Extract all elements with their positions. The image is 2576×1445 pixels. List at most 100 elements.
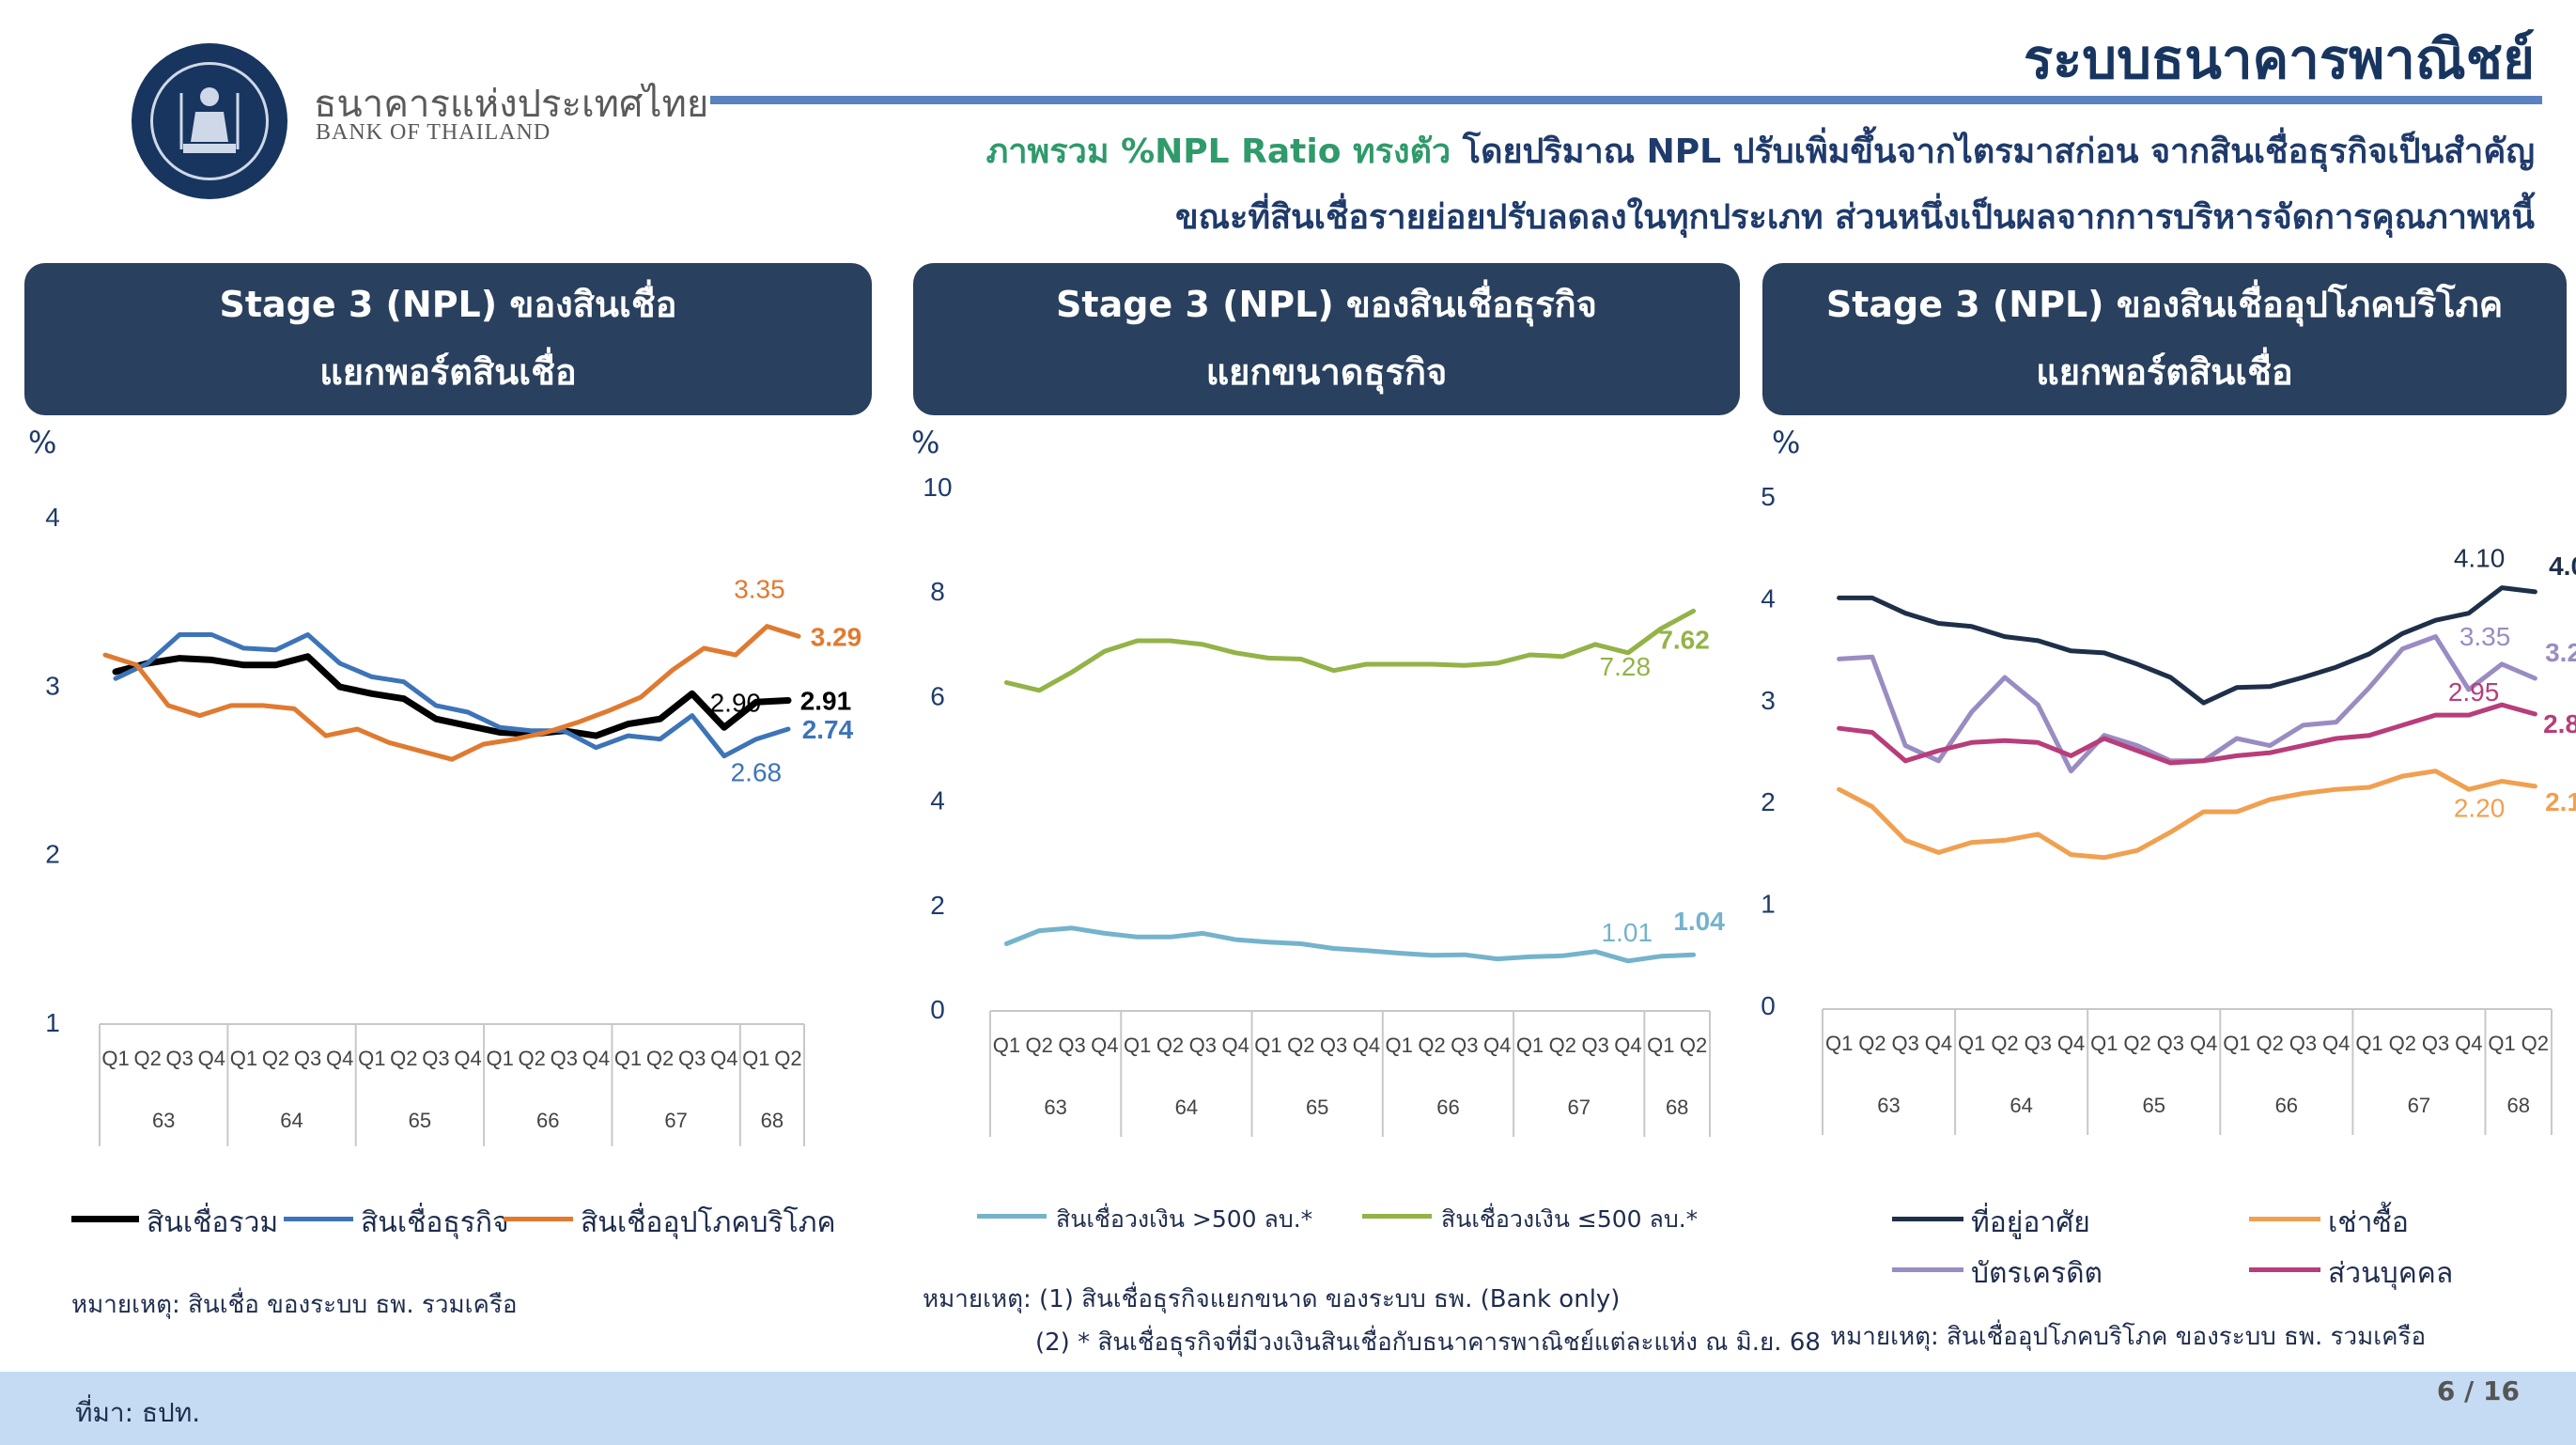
- data-label-2-1-0: 2.20: [2454, 794, 2506, 823]
- quarter-label-0-6: Q3: [294, 1047, 321, 1070]
- legend-label-credit-card: บัตรเครดิต: [1971, 1257, 2103, 1290]
- note-2b: (2) * สินเชื่อธุรกิจที่มีวงเงินสินเชื่อก…: [1035, 1328, 1821, 1357]
- year-label-0-1: 64: [280, 1109, 303, 1132]
- series-line-2-3: [1837, 702, 2537, 766]
- quarter-label-0-21: Q2: [774, 1047, 801, 1070]
- year-label-0-2: 65: [409, 1109, 431, 1132]
- year-label-1-2: 65: [1306, 1095, 1328, 1119]
- quarter-label-1-3: Q4: [1091, 1033, 1118, 1057]
- series-line-2-0: [1837, 585, 2537, 706]
- legend-label-personal: ส่วนบุคคล: [2328, 1257, 2454, 1290]
- quarter-label-2-11: Q4: [2190, 1032, 2217, 1055]
- legend-label-hire-purchase: เช่าซื้อ: [2328, 1206, 2409, 1239]
- quarter-label-1-10: Q3: [1320, 1033, 1347, 1057]
- legend-label-consumer: สินเชื่ออุปโภคบริโภค: [581, 1206, 836, 1239]
- panel-title-total-line2: แยกพอร์ตสินเชื่อ: [319, 351, 577, 393]
- bank-name-th: ธนาคารแห่งประเทศไทย: [314, 83, 709, 126]
- data-label-0-0-0: 2.90: [710, 688, 762, 717]
- quarter-label-1-7: Q4: [1221, 1033, 1249, 1057]
- panel-title-total-line1: Stage 3 (NPL) ของสินเชื่อ: [219, 284, 677, 325]
- legend-swatch-hire-purchase: [2249, 1217, 2320, 1221]
- note-1: หมายเหตุ: สินเชื่อ ของระบบ ธพ. รวมเครือ: [71, 1291, 518, 1319]
- bank-name-en: BANK OF THAILAND: [316, 120, 551, 145]
- year-label-2-4: 67: [2408, 1094, 2430, 1117]
- year-label-1-0: 63: [1044, 1095, 1066, 1119]
- quarter-label-0-19: Q4: [710, 1047, 737, 1070]
- legend-swatch-total: [71, 1216, 139, 1222]
- subtitle-line-1: ภาพรวม %NPL Ratio ทรงตัว โดยปริมาณ NPL ป…: [986, 124, 2535, 178]
- quarter-label-1-2: Q3: [1058, 1033, 1085, 1057]
- quarter-label-2-15: Q4: [2322, 1032, 2350, 1055]
- quarter-label-0-17: Q2: [646, 1047, 674, 1070]
- quarter-label-0-3: Q4: [198, 1047, 225, 1070]
- series-line-1-1: [1003, 608, 1697, 693]
- legend-swatch-small: [1362, 1214, 1432, 1219]
- quarter-label-2-12: Q1: [2223, 1032, 2250, 1055]
- legend-swatch-consumer: [504, 1217, 573, 1221]
- quarter-label-2-4: Q1: [1958, 1032, 1985, 1055]
- data-label-2-0-0: 4.10: [2454, 544, 2506, 573]
- quarter-label-0-2: Q3: [166, 1047, 194, 1070]
- y-tick-label-1-3: 6: [930, 681, 945, 710]
- quarter-label-1-5: Q2: [1156, 1033, 1184, 1057]
- quarter-label-2-21: Q2: [2522, 1032, 2549, 1055]
- legend-label-housing: ที่อยู่อาศัย: [1971, 1206, 2090, 1239]
- subtitle-rest: โดยปริมาณ NPL ปรับเพิ่มขึ้นจากไตรมาสก่อน…: [1451, 132, 2535, 171]
- quarter-label-2-10: Q3: [2157, 1032, 2184, 1055]
- data-label-2-0-1: 4.06: [2549, 552, 2576, 581]
- y-tick-label-1-5: 10: [923, 473, 952, 502]
- y-tick-label-0-1: 2: [45, 840, 60, 869]
- y-tick-label-0-3: 4: [45, 503, 60, 532]
- series-line-1-0: [1003, 925, 1697, 964]
- bank-emblem-icon: [150, 62, 269, 180]
- quarter-label-2-6: Q3: [2025, 1032, 2052, 1055]
- quarter-label-1-21: Q2: [1680, 1033, 1707, 1057]
- year-label-0-3: 66: [536, 1109, 559, 1132]
- quarter-label-1-18: Q3: [1581, 1033, 1608, 1057]
- quarter-label-0-10: Q3: [422, 1047, 449, 1070]
- series-line-0-2: [102, 624, 801, 762]
- year-label-0-4: 67: [664, 1109, 687, 1132]
- series-line-0-0: [112, 653, 792, 739]
- quarter-label-2-0: Q1: [1825, 1032, 1853, 1055]
- data-label-0-1-1: 2.74: [802, 715, 854, 744]
- unit-label-2: %: [911, 425, 940, 460]
- quarter-label-0-18: Q3: [678, 1047, 706, 1070]
- y-tick-label-2-3: 3: [1761, 686, 1776, 715]
- quarter-label-2-18: Q3: [2422, 1032, 2449, 1055]
- quarter-label-2-5: Q2: [1991, 1032, 2018, 1055]
- year-label-1-4: 67: [1567, 1095, 1590, 1119]
- quarter-label-2-7: Q4: [2057, 1032, 2085, 1055]
- legend-swatch-business: [284, 1217, 353, 1221]
- quarter-label-0-15: Q4: [582, 1047, 610, 1070]
- quarter-label-0-12: Q1: [486, 1047, 513, 1070]
- legend-swatch-housing: [1892, 1217, 1963, 1221]
- quarter-label-2-9: Q2: [2123, 1032, 2150, 1055]
- quarter-label-1-13: Q2: [1418, 1033, 1445, 1057]
- unit-label-1: %: [28, 425, 57, 460]
- subtitle-line-2: ขณะที่สินเชื่อรายย่อยปรับลดลงในทุกประเภท…: [1175, 198, 2535, 237]
- quarter-label-1-12: Q1: [1386, 1033, 1413, 1057]
- data-label-0-2-0: 3.35: [734, 575, 785, 604]
- quarter-label-0-7: Q4: [326, 1047, 353, 1070]
- y-tick-label-2-4: 4: [1761, 583, 1776, 613]
- quarter-label-0-13: Q2: [519, 1047, 546, 1070]
- year-label-1-3: 66: [1436, 1095, 1459, 1119]
- year-label-2-1: 64: [2010, 1094, 2032, 1117]
- data-label-1-0-0: 1.01: [1602, 918, 1653, 947]
- legend-label-business: สินเชื่อธุรกิจ: [361, 1206, 509, 1239]
- unit-label-3: %: [1772, 425, 1801, 460]
- panel-title-business: Stage 3 (NPL) ของสินเชื่อธุรกิจ แยกขนาดธ…: [913, 263, 1740, 415]
- year-label-2-3: 66: [2275, 1094, 2298, 1117]
- quarter-label-0-16: Q1: [614, 1047, 642, 1070]
- quarter-label-1-4: Q1: [1124, 1033, 1151, 1057]
- data-label-2-2-1: 3.21: [2545, 638, 2576, 667]
- quarter-label-1-8: Q1: [1254, 1033, 1281, 1057]
- quarter-label-2-2: Q3: [1892, 1032, 1919, 1055]
- quarter-label-1-17: Q2: [1549, 1033, 1576, 1057]
- year-label-2-5: 68: [2506, 1094, 2529, 1117]
- quarter-label-0-5: Q2: [262, 1047, 289, 1070]
- page-number: 6 / 16: [2436, 1375, 2520, 1406]
- data-label-1-1-0: 7.28: [1600, 652, 1652, 681]
